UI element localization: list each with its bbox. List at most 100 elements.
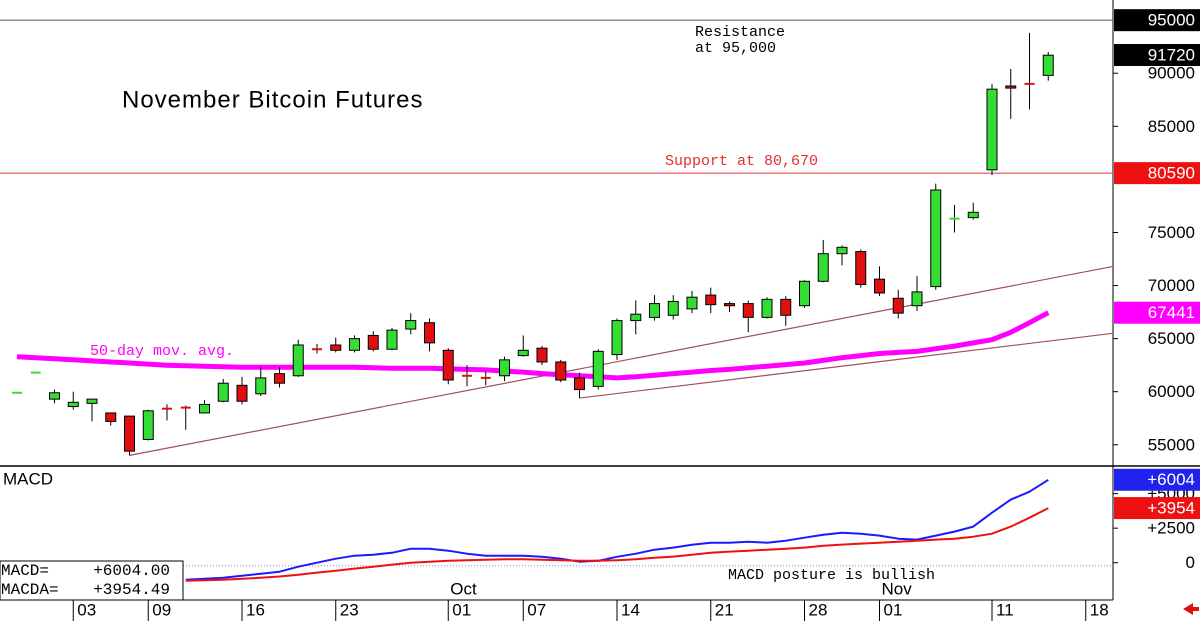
candle-body — [930, 189, 942, 288]
macd-line — [185, 507, 1049, 582]
candle-body — [405, 320, 417, 330]
x-tick-label: 07 — [527, 600, 546, 619]
y-tick-label: 0 — [1186, 553, 1195, 572]
candle-body — [574, 377, 585, 391]
x-tick-label: 14 — [621, 600, 640, 619]
candle-body — [67, 401, 79, 408]
x-tick-label: 16 — [246, 600, 265, 619]
x-tick-label: 28 — [809, 600, 828, 619]
x-tick-label: 09 — [152, 600, 171, 619]
candle-body — [442, 349, 454, 381]
support-label: Support at 80,670 — [665, 153, 818, 170]
scroll-arrow[interactable] — [1183, 603, 1199, 615]
candle-body — [424, 322, 435, 344]
price-tag — [1114, 162, 1200, 185]
candle-body — [592, 350, 604, 387]
resistance-label: Resistance — [695, 24, 785, 41]
candle-body — [649, 303, 660, 318]
y-tick-label: 55000 — [1148, 435, 1195, 454]
price-tag-label: 80590 — [1148, 164, 1195, 183]
moving-average-label: 50-day mov. avg. — [90, 343, 234, 360]
x-tick-label: 21 — [715, 600, 734, 619]
candle-body — [105, 412, 117, 422]
candle-body — [817, 253, 829, 282]
y-tick-label: +2500 — [1147, 519, 1195, 538]
candle-body — [86, 398, 98, 404]
price-tag-label: +6004 — [1147, 470, 1195, 489]
readout-label: MACDA= — [1, 581, 59, 599]
candle-body — [142, 410, 154, 440]
candle-body — [892, 297, 904, 314]
trendline — [579, 332, 1114, 399]
candle-body — [836, 246, 848, 255]
price-tag-label: 95000 — [1148, 11, 1195, 30]
candle-body — [630, 313, 642, 322]
candle-body — [1042, 54, 1054, 76]
candle-body — [274, 373, 285, 384]
candle-body — [292, 344, 304, 377]
candle-body — [49, 392, 60, 400]
readout-value: +6004.00 — [93, 562, 170, 580]
price-tag — [1114, 497, 1200, 520]
month-label: Nov — [882, 579, 913, 598]
price-tag — [1114, 301, 1200, 324]
candle-body — [499, 359, 510, 377]
readout-label: MACD= — [1, 562, 49, 580]
price-tag-label: 67441 — [1148, 303, 1195, 322]
macd-line — [185, 478, 1049, 581]
readout-value: +3954.49 — [93, 581, 170, 599]
candle-body — [967, 211, 979, 219]
candle-body — [761, 298, 773, 318]
candle-body — [330, 344, 342, 351]
x-tick-label: 01 — [452, 600, 471, 619]
candle-body — [124, 415, 135, 452]
candle-body — [386, 329, 398, 350]
y-tick-label: 90000 — [1148, 64, 1195, 83]
candle-body — [911, 291, 923, 307]
candle-body — [255, 377, 267, 395]
resistance-label: at 95,000 — [695, 40, 776, 57]
price-tag-label: +3954 — [1147, 499, 1195, 518]
y-tick-label: 85000 — [1148, 117, 1195, 136]
y-tick-label: 75000 — [1148, 223, 1195, 242]
candle-body — [986, 88, 998, 171]
candle-body — [667, 300, 679, 316]
candle-body — [855, 251, 867, 285]
candle-body — [611, 320, 623, 356]
candle-body — [874, 278, 885, 294]
readout-box — [0, 560, 184, 601]
candle-body — [780, 298, 792, 316]
candle-body — [367, 334, 379, 350]
price-tag — [1114, 9, 1200, 32]
annotation: MACD posture is bullish — [728, 567, 935, 584]
candle-body — [217, 382, 229, 402]
candle-body — [742, 303, 754, 318]
x-tick-label: 03 — [77, 600, 96, 619]
y-tick-label: 70000 — [1148, 276, 1195, 295]
moving-average — [16, 310, 1050, 381]
y-tick-label: 65000 — [1148, 329, 1195, 348]
chart-title: November Bitcoin Futures — [122, 86, 423, 113]
candle-body — [724, 303, 735, 307]
price-tag — [1114, 43, 1200, 66]
candle-body — [236, 384, 248, 402]
candle-body — [799, 280, 810, 307]
candle-body — [555, 361, 567, 381]
candle-body — [517, 349, 529, 357]
candle-body — [536, 347, 548, 363]
candle-body — [349, 338, 360, 351]
candle-body — [705, 294, 717, 306]
x-tick-label: 01 — [884, 600, 903, 619]
candle-body — [1005, 85, 1017, 89]
x-tick-label: 11 — [996, 600, 1014, 619]
panel-title: MACD — [3, 469, 53, 488]
x-tick-label: 18 — [1090, 600, 1109, 619]
y-tick-label: 60000 — [1148, 382, 1195, 401]
candle-body — [686, 296, 698, 310]
month-label: Oct — [450, 579, 477, 598]
price-tag — [1114, 468, 1200, 491]
x-tick-label: 23 — [340, 600, 359, 619]
